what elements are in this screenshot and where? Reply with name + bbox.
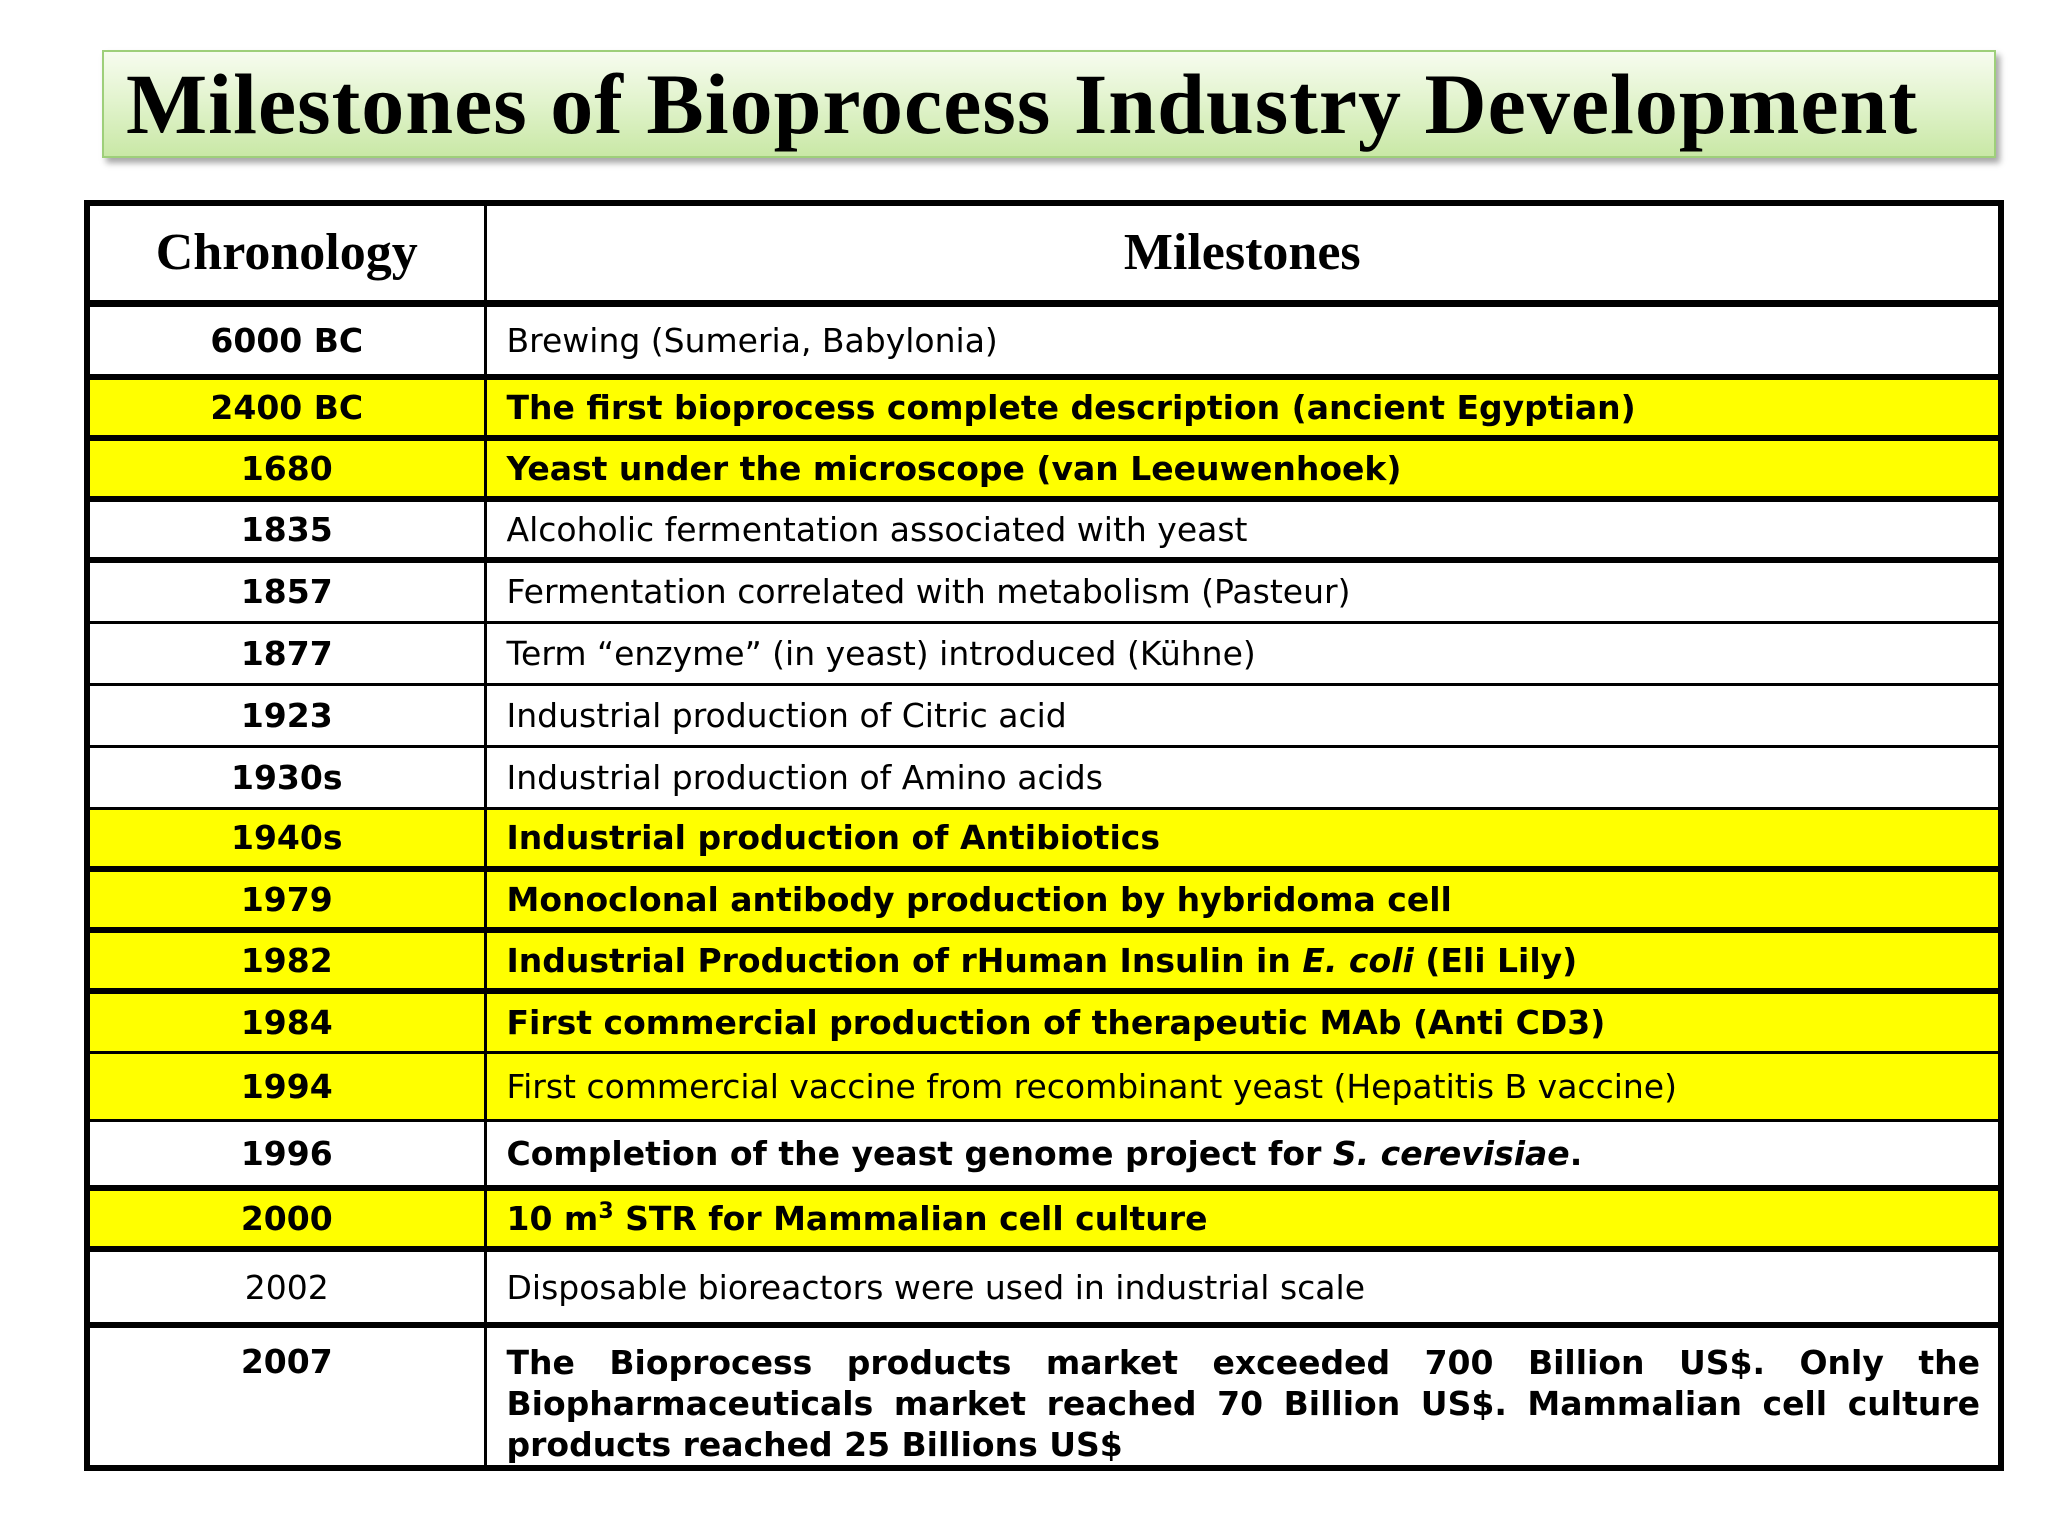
row-year: 6000 BC	[85, 301, 487, 380]
column-header-chronology: Chronology	[85, 201, 487, 307]
row-year: 1923	[85, 682, 487, 748]
row-year: 1877	[85, 620, 487, 686]
table-row: 1857 Fermentation correlated with metabo…	[85, 558, 2003, 624]
row-year: 1930s	[85, 744, 487, 810]
table-row: 1923 Industrial production of Citric aci…	[85, 682, 2003, 748]
table-row: 1877 Term “enzyme” (in yeast) introduced…	[85, 620, 2003, 686]
table-row: 1680 Yeast under the microscope (van Lee…	[85, 436, 2003, 502]
row-milestone: Yeast under the microscope (van Leeuwenh…	[483, 436, 2003, 502]
row-year: 1996	[85, 1118, 487, 1191]
row-milestone: The Bioprocess products market exceeded …	[483, 1323, 2003, 1470]
milestone-text: Completion of the yeast genome project f…	[506, 1133, 1333, 1173]
row-year: 1984	[85, 989, 487, 1054]
table-row: 1930s Industrial production of Amino aci…	[85, 744, 2003, 810]
row-year: 2400 BC	[85, 375, 487, 441]
table-header-row: Chronology Milestones	[85, 201, 2003, 307]
row-year: 2002	[85, 1247, 487, 1328]
table-row: 1984 First commercial production of ther…	[85, 989, 2003, 1054]
row-milestone: Completion of the yeast genome project f…	[483, 1118, 2003, 1191]
table-row: 2002 Disposable bioreactors were used in…	[85, 1247, 2003, 1328]
table-row: 2000 10 m3 STR for Mammalian cell cultur…	[85, 1186, 2003, 1252]
row-milestone: Fermentation correlated with metabolism …	[483, 558, 2003, 624]
row-milestone: The first bioprocess complete descriptio…	[483, 375, 2003, 441]
row-milestone: Monoclonal antibody production by hybrid…	[483, 867, 2003, 933]
row-milestone: Brewing (Sumeria, Babylonia)	[483, 301, 2003, 380]
row-milestone: Industrial Production of rHuman Insulin …	[483, 928, 2003, 994]
organism-name: S. cerevisiae	[1332, 1133, 1570, 1173]
row-milestone: First commercial vaccine from recombinan…	[483, 1050, 2003, 1122]
row-year: 2000	[85, 1186, 487, 1252]
organism-name: E. coli	[1302, 941, 1414, 980]
table-row: 1835 Alcoholic fermentation associated w…	[85, 497, 2003, 563]
table-row: 6000 BC Brewing (Sumeria, Babylonia)	[85, 301, 2003, 380]
row-year: 1979	[85, 867, 487, 933]
row-year: 1857	[85, 558, 487, 624]
milestone-text: (Eli Lily)	[1413, 941, 1578, 980]
milestone-text: 10 m	[506, 1199, 599, 1238]
row-milestone: Disposable bioreactors were used in indu…	[483, 1247, 2003, 1328]
table-row: 1996 Completion of the yeast genome proj…	[85, 1118, 2003, 1191]
row-year: 1994	[85, 1050, 487, 1122]
table-row: 1994 First commercial vaccine from recom…	[85, 1050, 2003, 1122]
row-year: 1835	[85, 497, 487, 563]
table-row: 1982 Industrial Production of rHuman Ins…	[85, 928, 2003, 994]
row-year: 1982	[85, 928, 487, 994]
milestone-text: Industrial Production of rHuman Insulin …	[506, 941, 1303, 980]
row-milestone: Industrial production of Antibiotics	[483, 806, 2003, 872]
table-row: 1979 Monoclonal antibody production by h…	[85, 867, 2003, 933]
row-milestone: Industrial production of Amino acids	[483, 744, 2003, 810]
column-header-milestones: Milestones	[483, 201, 2003, 307]
milestones-table: Chronology Milestones 6000 BC Brewing (S…	[84, 200, 2004, 1471]
title-banner: Milestones of Bioprocess Industry Develo…	[102, 50, 1996, 158]
row-milestone: Alcoholic fermentation associated with y…	[483, 497, 2003, 563]
table-row: 2007 The Bioprocess products market exce…	[85, 1323, 2003, 1470]
milestone-text: .	[1569, 1133, 1583, 1173]
row-milestone: First commercial production of therapeut…	[483, 989, 2003, 1054]
row-year: 1940s	[85, 806, 487, 872]
table-row: 1940s Industrial production of Antibioti…	[85, 806, 2003, 872]
row-year: 1680	[85, 436, 487, 502]
page-title: Milestones of Bioprocess Industry Develo…	[126, 56, 1919, 152]
row-year: 2007	[85, 1323, 487, 1470]
row-milestone: Industrial production of Citric acid	[483, 682, 2003, 748]
row-milestone: 10 m3 STR for Mammalian cell culture	[483, 1186, 2003, 1252]
row-milestone: Term “enzyme” (in yeast) introduced (Küh…	[483, 620, 2003, 686]
milestone-text: STR for Mammalian cell culture	[613, 1199, 1208, 1238]
table-row: 2400 BC The first bioprocess complete de…	[85, 375, 2003, 441]
superscript: 3	[598, 1199, 614, 1224]
